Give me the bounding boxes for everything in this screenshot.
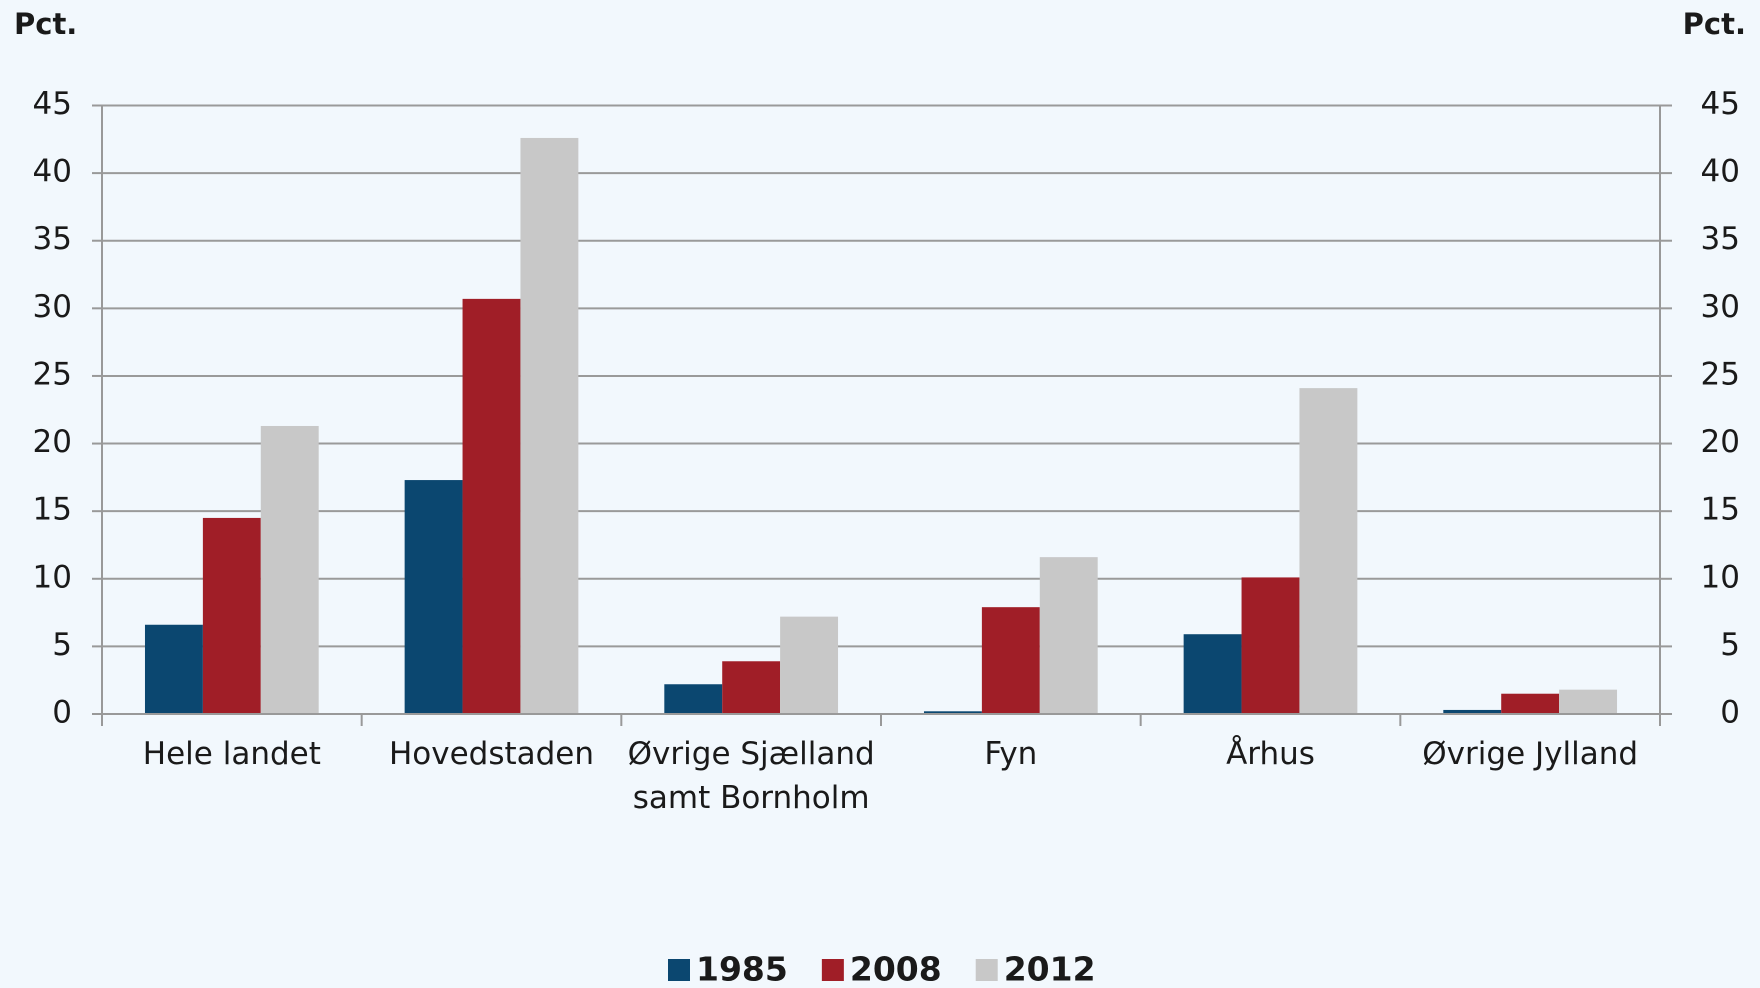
legend-label: 1985 [696,950,788,988]
bar [202,517,261,714]
bar [520,137,579,714]
y-tick-label: 35 [33,221,72,257]
y-tick-label: 20 [33,424,72,460]
bar [144,624,203,714]
bar [664,684,723,714]
y-tick-label: 10 [33,559,72,595]
y2-tick-label: 5 [1720,627,1740,663]
y2-axis-label: Pct. [1683,7,1746,41]
y-tick-label: 30 [33,289,72,325]
legend-label: 2008 [850,950,942,988]
y-axis-label: Pct. [14,7,77,41]
y2-tick-label: 45 [1701,86,1740,122]
y2-tick-label: 15 [1701,492,1740,528]
y2-tick-label: 30 [1701,289,1740,325]
x-tick-label: Hele landet [142,736,321,772]
x-tick-label: Øvrige Sjælland samt Bornholm [627,736,875,816]
bar [1559,689,1618,714]
bar [981,607,1040,714]
bar [260,425,319,714]
legend-swatch [821,959,844,981]
x-tick-label: Århus [1226,736,1315,772]
bar [404,480,463,714]
x-tick-label: Øvrige Jylland [1422,736,1639,772]
bar [1241,577,1300,714]
y-tick-label: 5 [52,627,72,663]
y2-tick-label: 25 [1701,356,1740,392]
y-tick-label: 0 [52,695,72,731]
bar [1039,557,1098,714]
y2-tick-label: 35 [1701,221,1740,257]
y2-tick-label: 0 [1720,695,1740,731]
x-tick-label: Hovedstaden [388,736,595,772]
y-tick-label: 15 [33,492,72,528]
bar [923,711,982,714]
legend-swatch [668,959,690,981]
bar [1501,693,1560,714]
bar [1299,388,1358,714]
y2-tick-label: 10 [1701,559,1740,595]
y2-tick-label: 20 [1701,424,1740,460]
y2-tick-label: 40 [1701,154,1740,190]
bar [462,298,521,714]
legend-swatch [975,959,998,981]
x-tick-label: Fyn [984,736,1038,772]
y-tick-label: 25 [33,356,72,392]
bar [1183,634,1242,714]
legend-label: 2012 [1004,950,1096,988]
bar [780,616,839,714]
bar [1443,709,1502,714]
bar [722,661,781,714]
y-tick-label: 40 [33,154,72,190]
y-tick-label: 45 [33,86,72,122]
